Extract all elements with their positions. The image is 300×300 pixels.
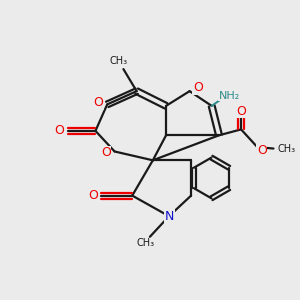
Text: CH₃: CH₃ (110, 56, 128, 66)
Text: CH₃: CH₃ (278, 143, 296, 154)
Text: O: O (101, 146, 111, 159)
Text: O: O (94, 96, 103, 110)
Text: O: O (54, 124, 64, 137)
Text: NH₂: NH₂ (219, 91, 240, 100)
Text: O: O (193, 81, 203, 94)
Text: O: O (236, 105, 246, 118)
Text: O: O (257, 143, 267, 157)
Text: N: N (165, 210, 174, 223)
Text: CH₃: CH₃ (136, 238, 154, 248)
Text: O: O (88, 189, 98, 202)
